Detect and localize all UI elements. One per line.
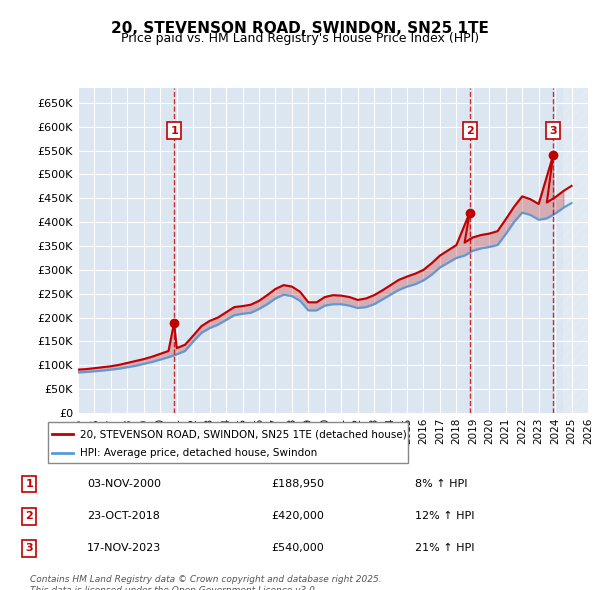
Text: 20, STEVENSON ROAD, SWINDON, SN25 1TE: 20, STEVENSON ROAD, SWINDON, SN25 1TE [111, 21, 489, 35]
Text: 20, STEVENSON ROAD, SWINDON, SN25 1TE (detached house): 20, STEVENSON ROAD, SWINDON, SN25 1TE (d… [80, 430, 407, 439]
Bar [563, 88, 588, 413]
Text: £420,000: £420,000 [271, 512, 324, 521]
Text: 8% ↑ HPI: 8% ↑ HPI [415, 479, 468, 489]
Text: Price paid vs. HM Land Registry's House Price Index (HPI): Price paid vs. HM Land Registry's House … [121, 32, 479, 45]
Text: 1: 1 [25, 479, 33, 489]
Text: Contains HM Land Registry data © Crown copyright and database right 2025.
This d: Contains HM Land Registry data © Crown c… [30, 575, 382, 590]
Text: 2: 2 [25, 512, 33, 521]
Text: 3: 3 [550, 126, 557, 136]
FancyBboxPatch shape [48, 422, 408, 463]
Text: 1: 1 [170, 126, 178, 136]
Text: 23-OCT-2018: 23-OCT-2018 [87, 512, 160, 521]
Text: 2: 2 [466, 126, 473, 136]
Text: HPI: Average price, detached house, Swindon: HPI: Average price, detached house, Swin… [80, 448, 317, 458]
Text: 12% ↑ HPI: 12% ↑ HPI [415, 512, 475, 521]
Text: £188,950: £188,950 [271, 479, 324, 489]
Text: 3: 3 [25, 543, 33, 553]
Text: 17-NOV-2023: 17-NOV-2023 [87, 543, 161, 553]
Text: 03-NOV-2000: 03-NOV-2000 [87, 479, 161, 489]
Text: £540,000: £540,000 [271, 543, 324, 553]
Text: 21% ↑ HPI: 21% ↑ HPI [415, 543, 475, 553]
